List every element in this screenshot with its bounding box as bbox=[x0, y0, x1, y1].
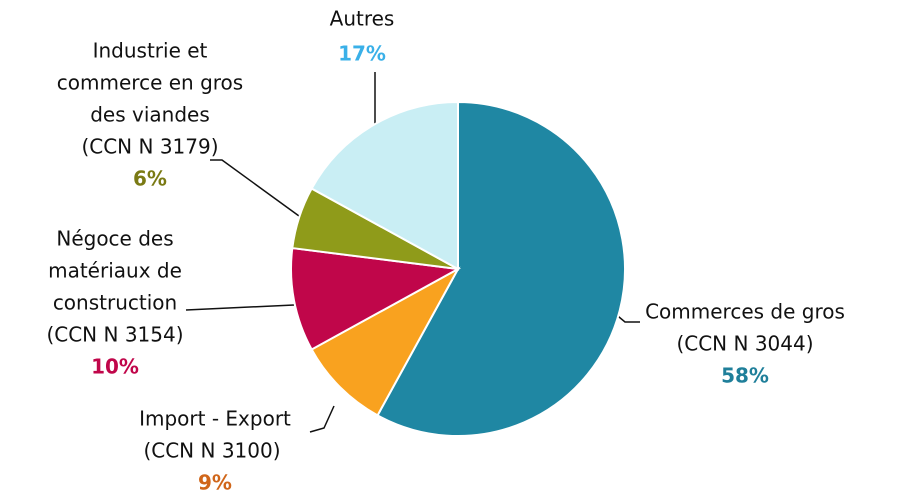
pie-slice bbox=[310, 100, 459, 271]
slice-label: commerce en gros bbox=[57, 71, 243, 95]
slice-label: Industrie et bbox=[93, 39, 208, 63]
slice-label: Import - Export bbox=[139, 407, 291, 431]
slice-label: (CCN N 3154) bbox=[46, 323, 183, 347]
slice-label: Autres bbox=[330, 7, 395, 31]
pie-slice bbox=[376, 100, 626, 437]
slice-label: (CCN N 3044) bbox=[676, 332, 813, 356]
value-label: 17% bbox=[338, 42, 386, 66]
value-label: 6% bbox=[133, 167, 167, 191]
value-label: 10% bbox=[91, 355, 139, 379]
slice-label: Commerces de gros bbox=[645, 300, 845, 324]
slice-label: (CCN N 3179) bbox=[81, 135, 218, 159]
value-label: 58% bbox=[721, 364, 769, 388]
slice-label: (CCN N 3100) bbox=[143, 439, 280, 463]
leader-line bbox=[210, 159, 300, 217]
slice-label: construction bbox=[53, 291, 177, 315]
slice-label: des viandes bbox=[90, 103, 210, 127]
leader-line bbox=[185, 304, 295, 311]
pie-slice bbox=[310, 266, 461, 417]
pie-slice bbox=[290, 246, 462, 351]
leader-lines bbox=[185, 72, 640, 433]
slice-label: matériaux de bbox=[48, 259, 182, 283]
slice-label: Négoce des bbox=[56, 227, 173, 251]
leader-line bbox=[309, 405, 335, 433]
value-label: 9% bbox=[198, 471, 232, 495]
